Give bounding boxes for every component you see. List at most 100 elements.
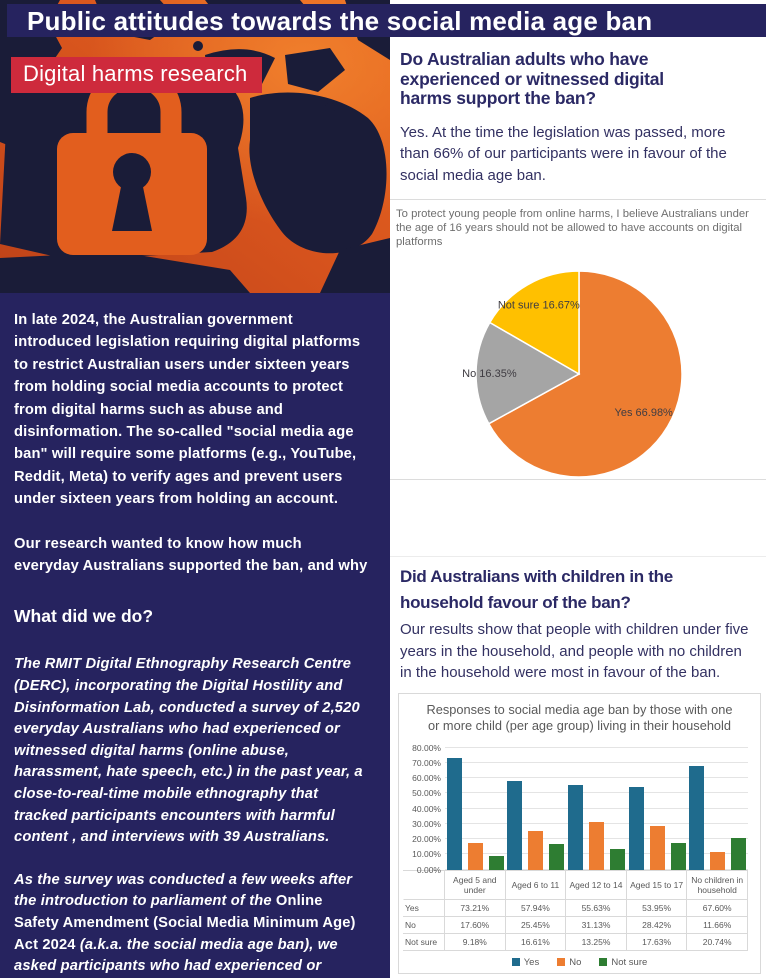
page-header: Public attitudes towards the social medi… bbox=[7, 4, 766, 37]
table-corner-cell bbox=[403, 870, 445, 900]
table-value-cell: 20.74% bbox=[687, 933, 748, 951]
bar-chart-title: Responses to social media age ban by tho… bbox=[426, 701, 733, 733]
table-value-cell: 11.66% bbox=[687, 916, 748, 934]
pie-slice-yes bbox=[487, 270, 683, 478]
pie-chart-svg: Yes 66.98% No 16.35% Not sure 16.67% bbox=[462, 270, 683, 478]
table-category-header: Aged 6 to 11 bbox=[505, 870, 567, 900]
pie-chart-section: To protect young people from online harm… bbox=[390, 199, 766, 480]
legend-label: No bbox=[569, 956, 582, 968]
y-axis-tick-label: 60.00% bbox=[412, 773, 441, 783]
legend-swatch bbox=[557, 958, 566, 966]
left-column: Digital harms research In late 2024, the… bbox=[0, 0, 390, 978]
bar-group bbox=[566, 742, 627, 870]
y-axis-tick-label: 0.00% bbox=[416, 864, 441, 875]
pie-slice-label: No 16.35% bbox=[462, 368, 517, 380]
table-value-cell: 13.25% bbox=[566, 933, 627, 951]
bar-not-sure bbox=[731, 837, 747, 870]
intro-paragraph: In late 2024, the Australian government … bbox=[14, 312, 361, 508]
question1-answer: Yes. At the time the legislation was pas… bbox=[400, 123, 727, 184]
table-value-cell: 55.63% bbox=[566, 899, 627, 917]
table-value-cell: 57.94% bbox=[505, 899, 567, 917]
bar-chart-panel: Responses to social media age ban by tho… bbox=[398, 692, 761, 974]
gridline bbox=[445, 792, 748, 794]
bar-group bbox=[687, 742, 748, 870]
pie-chart-caption: To protect young people from online harm… bbox=[396, 208, 749, 248]
research-badge: Digital harms research bbox=[11, 57, 263, 93]
padlock-icon bbox=[57, 67, 207, 255]
table-row-label: Not sure bbox=[403, 933, 445, 951]
table-row-label: No bbox=[403, 916, 445, 934]
y-axis-tick-label: 70.00% bbox=[412, 757, 441, 768]
legend-swatch bbox=[599, 958, 608, 966]
bar-groups bbox=[445, 742, 748, 870]
left-text-block: In late 2024, the Australian government … bbox=[0, 293, 390, 978]
right-column: Do Australian adults who have experience… bbox=[390, 37, 766, 978]
legend-label: Not sure bbox=[611, 956, 648, 968]
table-value-cell: 28.42% bbox=[626, 916, 688, 934]
question2-section: Did Australians with children in the hou… bbox=[390, 556, 766, 684]
table-value-cell: 9.18% bbox=[445, 933, 506, 951]
bar-no bbox=[710, 851, 726, 870]
legend-swatch bbox=[511, 958, 520, 966]
question2-heading: Did Australians with children in the hou… bbox=[400, 567, 673, 612]
table-value-cell: 67.60% bbox=[687, 899, 748, 917]
legend-item-not-sure: Not sure bbox=[599, 957, 647, 968]
legend-label: Yes bbox=[523, 956, 540, 968]
bar-no bbox=[649, 826, 665, 870]
pie-slice-not-sure bbox=[488, 270, 580, 376]
bar-yes bbox=[628, 787, 644, 870]
question1-heading: Do Australian adults who have experience… bbox=[400, 49, 664, 108]
bar-no bbox=[528, 830, 544, 870]
bar-not-sure bbox=[549, 844, 565, 870]
table-value-cell: 73.21% bbox=[445, 899, 506, 917]
timing-text-post: (a.k.a. the social media age ban), we as… bbox=[14, 936, 338, 975]
table-value-cell: 17.60% bbox=[445, 916, 506, 934]
table-value-cell: 31.13% bbox=[566, 916, 627, 934]
y-axis-tick-label: 80.00% bbox=[412, 742, 441, 753]
timing-text-pre: As the survey was conducted a few weeks … bbox=[14, 871, 353, 910]
bar-yes bbox=[446, 757, 462, 870]
survey-timing-paragraph: As the survey was conducted a few weeks … bbox=[14, 870, 370, 978]
bar-no bbox=[588, 822, 604, 870]
gridline bbox=[445, 761, 748, 763]
bar-chart-legend: Yes No Not sure bbox=[403, 957, 756, 968]
pie-slice-no bbox=[475, 321, 581, 425]
y-axis-tick-label: 40.00% bbox=[412, 803, 441, 814]
y-axis-tick-label: 50.00% bbox=[412, 788, 441, 799]
legend-item-no: No bbox=[557, 957, 581, 968]
table-category-header: Aged 5 and under bbox=[445, 870, 506, 900]
table-category-header: Aged 12 to 14 bbox=[566, 870, 627, 900]
legend-item-yes: Yes bbox=[511, 956, 540, 968]
hero-image: Digital harms research bbox=[0, 0, 390, 293]
pie-chart: Yes 66.98% No 16.35% Not sure 16.67% bbox=[396, 249, 762, 497]
question2-answer: Our results show that people with childr… bbox=[400, 621, 749, 681]
bar-group bbox=[627, 742, 688, 870]
pie-slice-label: Not sure 16.67% bbox=[498, 299, 580, 311]
table-category-header: Aged 15 to 17 bbox=[626, 870, 688, 900]
pie-slice-label: Yes 66.98% bbox=[615, 407, 674, 419]
bar-not-sure bbox=[670, 842, 686, 870]
world-map-graphic bbox=[0, 0, 390, 293]
bar-chart-data-table: Aged 5 and under Aged 6 to 11 Aged 12 to 1… bbox=[403, 869, 748, 951]
gridline bbox=[445, 807, 748, 809]
bar-yes bbox=[689, 766, 705, 870]
act-name: Online Safety Amendment (Social Media Mi… bbox=[14, 893, 356, 953]
y-axis-tick-label: 20.00% bbox=[412, 834, 441, 844]
bar-not-sure bbox=[488, 855, 504, 870]
table-value-cell: 25.45% bbox=[505, 916, 567, 934]
question1-section: Do Australian adults who have experience… bbox=[390, 37, 766, 186]
page-title: Public attitudes towards the social medi… bbox=[27, 6, 653, 36]
bar-yes bbox=[567, 784, 583, 870]
bar-yes bbox=[507, 781, 523, 870]
research-aim-paragraph: Our research wanted to know how much eve… bbox=[14, 535, 368, 575]
y-axis-tick-label: 30.00% bbox=[412, 818, 441, 829]
table-value-cell: 53.95% bbox=[626, 899, 688, 917]
bar-group bbox=[445, 742, 506, 870]
bar-chart-plot: 0.00% 10.00% 20.00% 30.00% 40.00% 50.00% 60.00… bbox=[412, 742, 748, 875]
bar-no bbox=[467, 842, 483, 870]
bar-not-sure bbox=[609, 849, 625, 870]
bar-group bbox=[506, 742, 567, 870]
table-value-cell: 16.61% bbox=[505, 933, 567, 951]
gridline bbox=[445, 777, 748, 778]
